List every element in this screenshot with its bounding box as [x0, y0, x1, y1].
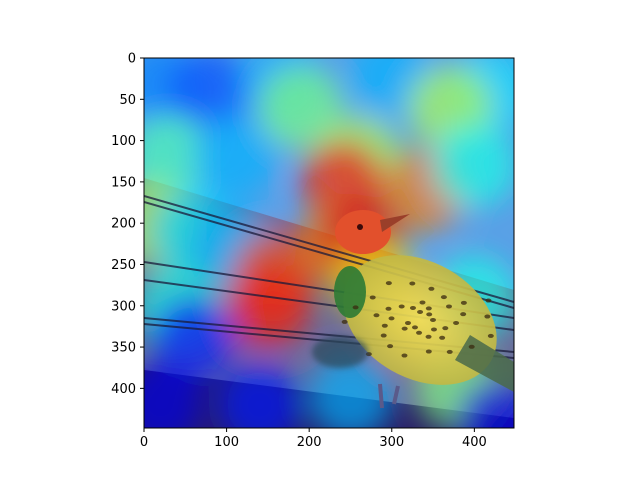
bird-spot	[409, 305, 416, 310]
bird-spot	[388, 316, 395, 321]
bird-spot	[380, 333, 387, 338]
bird-body	[343, 255, 497, 385]
y-tick-label: 300	[111, 299, 136, 314]
bird-spot	[487, 333, 494, 338]
bird-spot	[453, 320, 460, 325]
y-tick-label: 250	[111, 258, 136, 273]
bird-spot	[460, 300, 467, 305]
heatmap-cell	[144, 362, 203, 428]
bird-spot	[425, 334, 432, 339]
x-tick-label: 300	[379, 435, 404, 450]
bird-spot	[385, 281, 392, 286]
bird-spot	[485, 298, 492, 303]
bird-spot	[387, 344, 394, 349]
bird-spots	[341, 281, 494, 358]
bird-spot	[484, 314, 491, 319]
y-tick-label: 0	[128, 52, 136, 67]
bird-spot	[411, 325, 418, 330]
bird-tail	[455, 335, 514, 392]
plot-area	[144, 58, 514, 428]
bird-spot	[416, 330, 423, 335]
heatmap-cell	[151, 296, 236, 381]
bird-spot	[409, 281, 416, 286]
bird-spot	[442, 326, 449, 331]
bird-spot	[352, 305, 359, 310]
bird-spot	[428, 286, 435, 291]
y-tick-label: 350	[111, 341, 136, 356]
heatmap-cell	[144, 115, 211, 200]
bird-spot	[341, 319, 348, 324]
bird-spot	[446, 349, 453, 354]
heatmap-cell	[432, 123, 514, 208]
bird-feet	[378, 383, 400, 409]
bird-spot	[385, 306, 392, 311]
x-tick-label: 400	[462, 435, 487, 450]
heatmap-cell	[217, 362, 302, 428]
x-tick-label: 100	[214, 435, 239, 450]
bird-spot	[373, 313, 380, 318]
bird-eye	[357, 224, 363, 230]
heatmap-cell	[192, 115, 277, 200]
bird-shadow	[312, 336, 368, 368]
axes-frame	[143, 57, 515, 429]
bird-spot	[430, 327, 437, 332]
bird-spot	[468, 344, 475, 349]
bird-beak	[380, 214, 410, 232]
y-tick-label: 400	[111, 382, 136, 397]
bird-spot	[425, 349, 432, 354]
y-tick-label: 50	[119, 93, 136, 108]
bird-spot	[369, 295, 376, 300]
bird-spot	[445, 304, 452, 309]
x-tick-label: 0	[140, 435, 148, 450]
bird-head	[335, 210, 391, 254]
heatmap-cell	[258, 65, 343, 150]
bird-spot	[426, 312, 433, 317]
heatmap-cell	[308, 354, 393, 428]
heatmap-cell	[457, 379, 514, 428]
bird-spot	[440, 295, 447, 300]
x-tick-label: 200	[297, 435, 322, 450]
bird-spot	[460, 312, 467, 317]
bird	[312, 210, 514, 409]
bird-spot	[425, 306, 432, 311]
bird-spot	[439, 335, 446, 340]
y-tick-label: 100	[111, 134, 136, 149]
bird-spot	[381, 323, 388, 328]
bird-bib	[334, 266, 366, 318]
y-axis: 0 50 100 150 200 250 300 350 400	[111, 52, 144, 397]
heatmap-cell	[168, 58, 253, 134]
bird-spot	[417, 310, 424, 315]
y-tick-label: 200	[111, 217, 136, 232]
bird-spot	[404, 321, 411, 326]
bird-spot	[398, 304, 405, 309]
bird-spot	[430, 318, 436, 322]
y-tick-label: 150	[111, 175, 136, 190]
bird-spot	[401, 353, 408, 358]
bird-spot	[419, 300, 426, 305]
bird-spot	[401, 326, 408, 331]
x-axis: 0 100 200 300 400	[140, 428, 487, 450]
